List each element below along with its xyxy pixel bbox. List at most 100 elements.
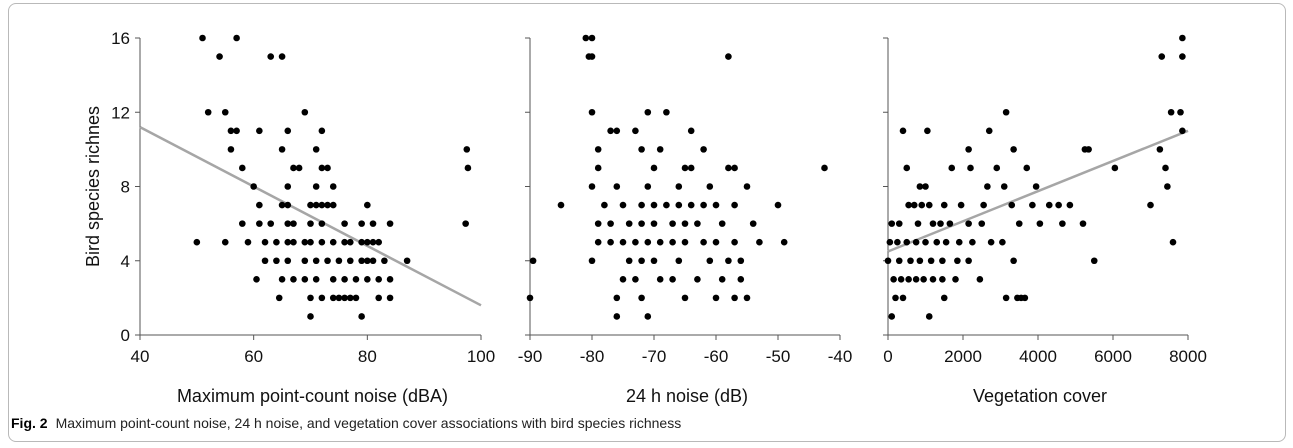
data-point bbox=[1090, 257, 1098, 265]
data-point bbox=[1002, 108, 1010, 116]
data-point bbox=[731, 294, 738, 302]
data-point bbox=[607, 220, 614, 227]
data-point bbox=[1169, 238, 1177, 246]
data-point bbox=[284, 183, 292, 190]
data-point bbox=[329, 183, 337, 190]
x-tick-label: 0 bbox=[883, 347, 892, 366]
x-tick-label: 2000 bbox=[944, 347, 982, 366]
data-point bbox=[1111, 164, 1119, 172]
data-point bbox=[301, 276, 309, 283]
x-axis-label: Maximum point-count noise (dBA) bbox=[177, 386, 448, 406]
x-tick-label: 8000 bbox=[1169, 347, 1207, 366]
data-point bbox=[613, 294, 621, 302]
data-point bbox=[1029, 201, 1036, 209]
data-point bbox=[312, 257, 320, 265]
data-point bbox=[324, 201, 331, 209]
y-tick-label: 12 bbox=[111, 103, 130, 122]
data-point bbox=[364, 238, 371, 246]
data-point bbox=[318, 238, 326, 246]
data-point bbox=[922, 238, 929, 246]
data-point bbox=[601, 201, 608, 209]
data-point bbox=[731, 164, 738, 172]
data-point bbox=[706, 257, 714, 265]
data-point bbox=[278, 201, 286, 209]
scatter-panel-noise-24h: -90 -80 -70 -60 -50 -40 24 h noise (dB) bbox=[518, 34, 853, 406]
data-point bbox=[369, 220, 377, 227]
data-point bbox=[329, 294, 337, 302]
data-point bbox=[619, 276, 627, 283]
data-point bbox=[632, 127, 639, 135]
data-point bbox=[907, 257, 914, 265]
data-point bbox=[912, 276, 920, 283]
data-point bbox=[903, 164, 911, 172]
data-point bbox=[675, 201, 683, 209]
x-tick-label: 100 bbox=[467, 347, 495, 366]
data-point bbox=[925, 201, 933, 209]
data-point bbox=[1055, 201, 1062, 209]
data-point bbox=[256, 220, 263, 227]
data-point bbox=[588, 257, 596, 265]
data-point bbox=[381, 257, 388, 265]
data-point bbox=[725, 164, 732, 172]
data-point bbox=[743, 183, 751, 190]
data-point bbox=[358, 220, 365, 227]
data-point bbox=[632, 276, 639, 283]
x-tick-label: -40 bbox=[828, 347, 853, 366]
x-tick-label: -90 bbox=[518, 347, 543, 366]
data-point bbox=[227, 127, 235, 135]
data-point bbox=[375, 276, 383, 283]
data-point bbox=[318, 127, 326, 135]
data-point bbox=[557, 201, 565, 209]
data-point bbox=[700, 238, 707, 246]
data-point bbox=[290, 220, 297, 227]
data-point bbox=[957, 201, 965, 209]
data-point bbox=[905, 276, 912, 283]
data-point bbox=[290, 164, 297, 172]
data-point bbox=[318, 294, 326, 302]
data-point bbox=[687, 201, 695, 209]
data-point bbox=[273, 257, 280, 265]
figure-frame bbox=[8, 3, 1286, 442]
data-point bbox=[681, 294, 689, 302]
data-point bbox=[613, 313, 621, 320]
data-point bbox=[894, 238, 901, 246]
data-point bbox=[1066, 201, 1074, 209]
data-point bbox=[925, 313, 933, 320]
data-point bbox=[940, 201, 948, 209]
data-point bbox=[594, 220, 602, 227]
data-point bbox=[239, 164, 246, 172]
data-point bbox=[1177, 108, 1184, 116]
data-point bbox=[756, 238, 763, 246]
data-point bbox=[307, 238, 314, 246]
data-point bbox=[924, 127, 931, 135]
data-point bbox=[1045, 201, 1053, 209]
data-point bbox=[588, 108, 596, 116]
data-point bbox=[613, 183, 621, 190]
data-point bbox=[644, 108, 652, 116]
data-point bbox=[985, 127, 993, 135]
data-point bbox=[278, 53, 286, 60]
data-point bbox=[312, 201, 320, 209]
data-point bbox=[669, 276, 676, 283]
data-point bbox=[341, 276, 348, 283]
data-point bbox=[364, 257, 371, 265]
data-point bbox=[948, 164, 956, 172]
trend-line bbox=[887, 129, 1189, 253]
y-tick-label: 0 bbox=[121, 326, 130, 345]
data-point bbox=[984, 183, 991, 190]
figure-caption: Fig. 2 Maximum point-count noise, 24 h no… bbox=[11, 415, 681, 431]
data-point bbox=[324, 164, 331, 172]
data-point bbox=[253, 276, 260, 283]
y-tick-label: 8 bbox=[121, 178, 130, 197]
data-point bbox=[329, 276, 337, 283]
x-tick-label: -80 bbox=[580, 347, 605, 366]
data-point bbox=[273, 238, 280, 246]
x-tick-label: 60 bbox=[244, 347, 263, 366]
data-point bbox=[335, 257, 343, 265]
data-point bbox=[675, 183, 683, 190]
data-point bbox=[256, 201, 263, 209]
data-point bbox=[780, 238, 788, 246]
y-tick-label: 4 bbox=[121, 252, 130, 271]
data-point bbox=[278, 146, 286, 153]
